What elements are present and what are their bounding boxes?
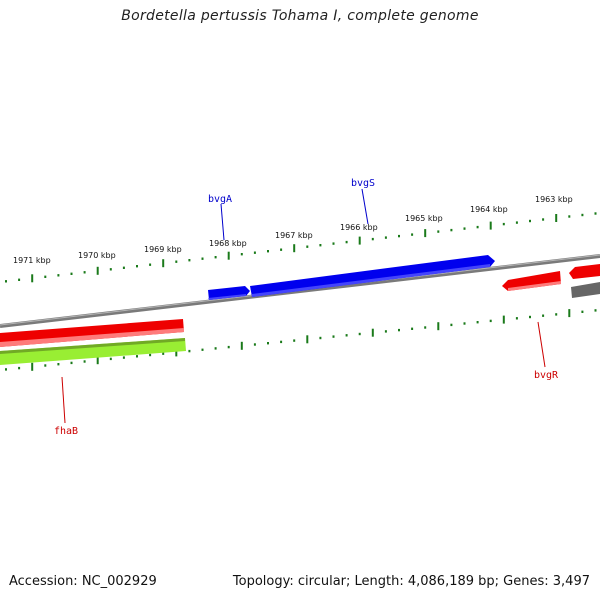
- gene-label-fhaB: fhaB: [54, 426, 78, 437]
- bvgS-leader: [361, 188, 369, 225]
- ruler-label-1966: 1966 kbp: [340, 223, 378, 232]
- gene-label-bvgR: bvgR: [534, 370, 559, 381]
- map-title: Bordetella pertussis Tohama I, complete …: [121, 8, 479, 24]
- gene-label-bvgS: bvgS: [351, 178, 375, 189]
- ruler-label-1970: 1970 kbp: [78, 251, 116, 260]
- bottom-ruler-ticks: [5, 309, 597, 371]
- ruler-label-1963: 1963 kbp: [535, 195, 573, 204]
- gene-bvgS[interactable]: [250, 255, 495, 297]
- gene-bvgR[interactable]: [502, 271, 561, 291]
- genome-summary-text: Topology: circular; Length: 4,086,189 bp…: [232, 574, 590, 589]
- gene-label-bvgA: bvgA: [208, 194, 232, 205]
- bvgA-leader: [220, 203, 225, 241]
- gene-right-gray[interactable]: [571, 282, 600, 298]
- ruler-label-1967: 1967 kbp: [275, 231, 313, 240]
- ruler-label-1971: 1971 kbp: [13, 256, 51, 265]
- gene-right-red[interactable]: [569, 264, 600, 279]
- fhaB-leader: [61, 376, 66, 424]
- gene-green[interactable]: [0, 338, 186, 365]
- ruler-label-1964: 1964 kbp: [470, 205, 508, 214]
- ruler-label-1965: 1965 kbp: [405, 214, 443, 223]
- top-ruler-ticks: [5, 212, 597, 283]
- accession-text: Accession: NC_002929: [9, 574, 157, 589]
- bvgR-leader: [537, 321, 546, 368]
- ruler-label-1969: 1969 kbp: [144, 245, 182, 254]
- ruler-label-1968: 1968 kbp: [209, 239, 247, 248]
- genome-backbone: [0, 254, 600, 328]
